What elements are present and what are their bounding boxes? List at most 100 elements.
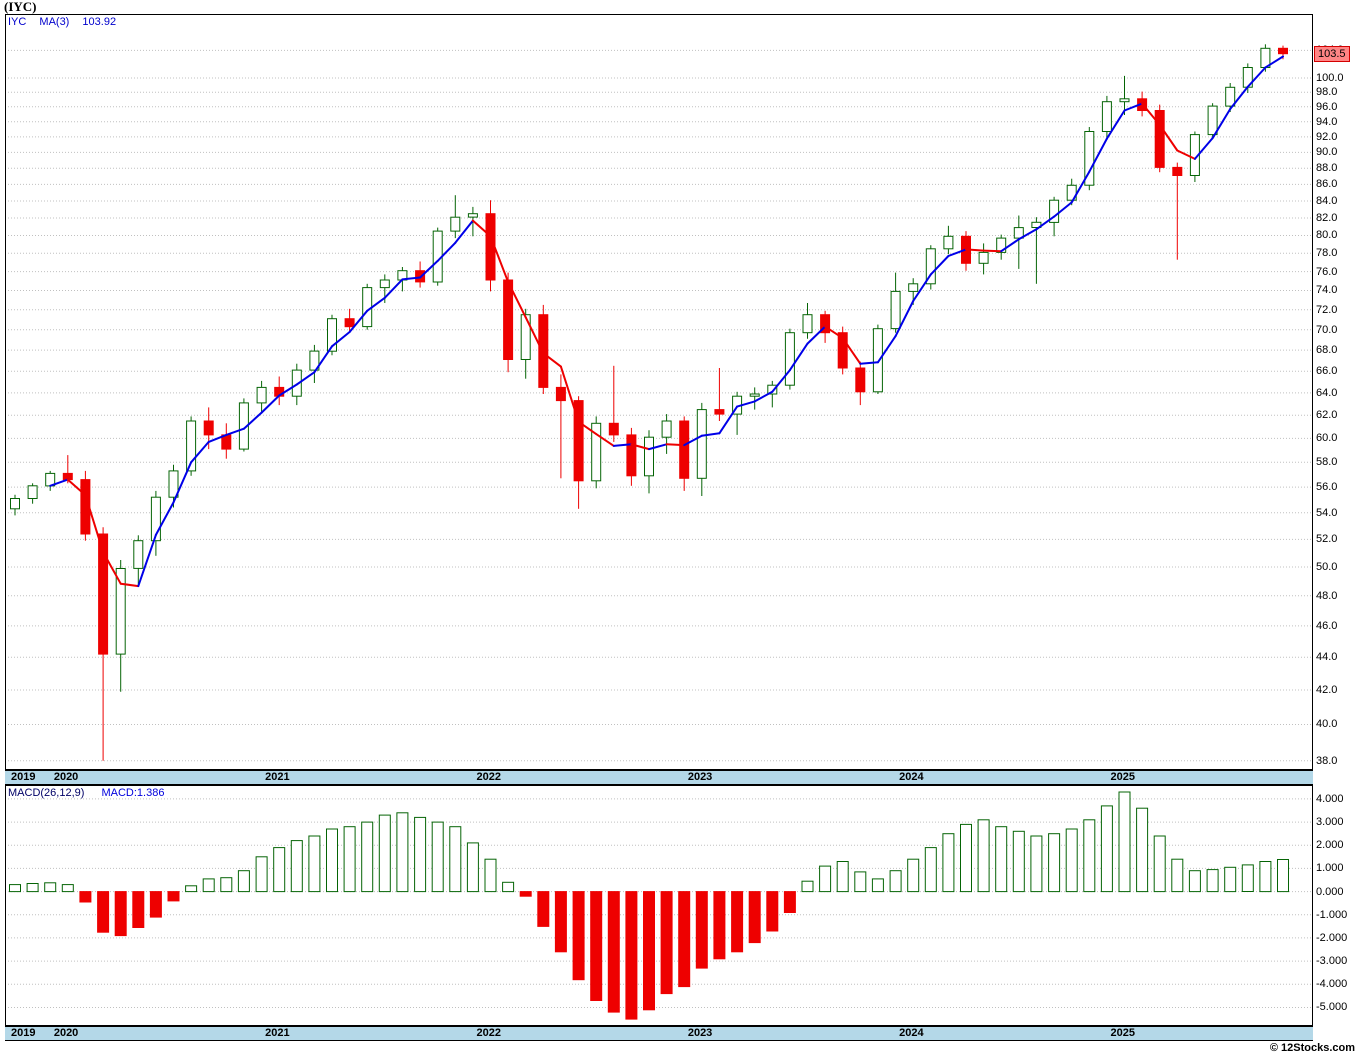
macd-axis-label: 2.000 (1316, 839, 1344, 851)
candle (1101, 101, 1112, 132)
candle (573, 400, 584, 482)
macd-axis-label: -5.000 (1316, 1001, 1348, 1013)
candle (908, 283, 919, 292)
macd-bar (1259, 861, 1272, 893)
macd-bar (942, 833, 955, 893)
price-axis-label: 76.0 (1316, 266, 1338, 278)
macd-bar (9, 884, 21, 893)
macd-bar (185, 885, 198, 893)
macd-bar (1030, 835, 1043, 893)
macd-bar (1118, 791, 1131, 893)
macd-bar (220, 877, 233, 893)
candle (1013, 227, 1024, 239)
ma3-line (49, 55, 1284, 588)
price-axis-label: 70.0 (1316, 324, 1338, 336)
macd-axis-label: -4.000 (1316, 978, 1348, 990)
year-label: 2022 (476, 1027, 501, 1039)
candle (644, 436, 654, 477)
macd-bar (748, 891, 761, 944)
macd-bar (1188, 870, 1201, 893)
macd-bar (26, 883, 39, 893)
price-axis-label: 66.0 (1316, 365, 1338, 377)
macd-bar (854, 871, 867, 893)
candle (503, 279, 514, 360)
price-axis-label: 86.0 (1316, 178, 1338, 190)
candle (943, 235, 954, 250)
price-axis-label: 98.0 (1316, 86, 1338, 98)
price-axis-label: 40.0 (1316, 718, 1338, 730)
macd-bar (44, 882, 57, 893)
macd-bar (167, 891, 180, 902)
macd-axis-label: 1.000 (1316, 862, 1344, 874)
price-axis-label: 96.0 (1316, 101, 1338, 113)
price-axis-label: 62.0 (1316, 409, 1338, 421)
year-label: 2023 (687, 771, 713, 783)
candle (784, 332, 795, 386)
macd-bar (290, 840, 303, 893)
macd-bar (678, 891, 691, 988)
candle (661, 420, 672, 438)
price-axis-label: 52.0 (1316, 533, 1338, 545)
candle (1278, 47, 1288, 55)
price-axis-label: 42.0 (1316, 684, 1338, 696)
price-axis-label: 54.0 (1316, 507, 1338, 519)
candle (379, 279, 390, 289)
price-axis-label: 90.0 (1316, 146, 1338, 158)
candle (1084, 131, 1095, 186)
candle (309, 350, 320, 371)
candle (520, 314, 531, 361)
candle (696, 409, 707, 479)
macd-bar (537, 891, 550, 927)
macd-bar (484, 858, 497, 893)
price-axis-label: 38.0 (1316, 755, 1338, 767)
macd-bar (61, 884, 74, 893)
legend-symbol: IYC (8, 16, 27, 28)
candle (467, 213, 478, 218)
candle (238, 402, 249, 450)
macd-bar (1153, 835, 1166, 893)
macd-bar (343, 826, 356, 893)
candle (291, 369, 302, 397)
macd-axis-label: -2.000 (1316, 932, 1348, 944)
macd-bar (202, 878, 215, 893)
candle (767, 384, 778, 395)
candle (186, 420, 197, 472)
macd-bar (731, 891, 744, 953)
macd-bar (554, 891, 567, 953)
page-title: (IYC) (4, 0, 37, 14)
macd-bar (378, 814, 391, 893)
macd-bar (995, 826, 1008, 893)
candle (1154, 110, 1165, 168)
macd-bar (1048, 833, 1061, 893)
macd-legend: MACD(26,12,9) MACD:1.386 (8, 787, 164, 799)
price-axis-label: 84.0 (1316, 195, 1338, 207)
macd-bar (1171, 858, 1184, 893)
year-label: 2025 (1110, 771, 1135, 783)
year-label: 2021 (265, 1027, 290, 1039)
candle (450, 216, 461, 232)
macd-bar (607, 891, 620, 1013)
macd-legend-label: MACD(26,12,9) (8, 787, 85, 799)
candle (608, 422, 619, 436)
candle (256, 386, 267, 404)
macd-bar (907, 858, 920, 893)
copyright-link[interactable]: © 12Stocks.com (1269, 1042, 1355, 1054)
macd-axis-label: -3.000 (1316, 955, 1348, 967)
macd-bar (960, 823, 972, 893)
macd-bar (590, 891, 603, 1001)
candle (1225, 86, 1236, 107)
candle (872, 328, 883, 393)
candle (10, 498, 20, 510)
legend-ma-value: 103.92 (82, 16, 117, 28)
price-axis-label: 58.0 (1316, 456, 1338, 468)
candle (925, 248, 936, 285)
price-axis-label: 60.0 (1316, 432, 1338, 444)
macd-bar (1065, 828, 1078, 893)
candle (837, 332, 848, 369)
macd-bar (924, 847, 937, 893)
macd-bar (466, 842, 479, 893)
candle (802, 314, 813, 334)
year-label: 2020 (53, 771, 79, 783)
price-axis-label: 72.0 (1316, 304, 1338, 316)
year-label: 2019 (11, 1027, 36, 1039)
